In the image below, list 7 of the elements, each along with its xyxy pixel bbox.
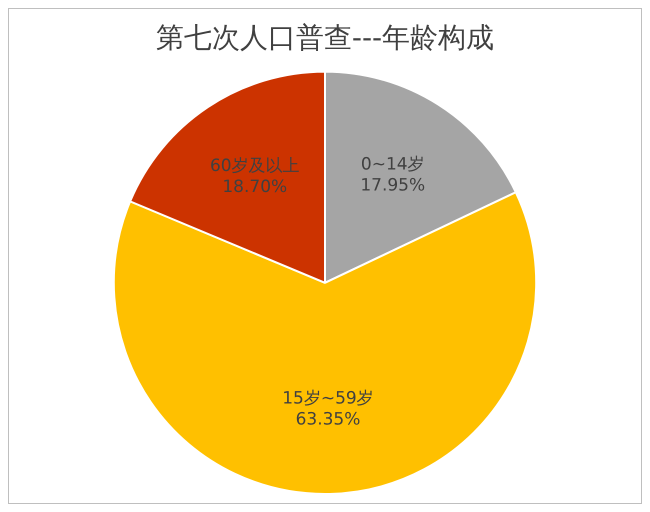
slice-label: 15岁~59岁 bbox=[282, 388, 374, 408]
data-label: 17.95% bbox=[360, 176, 426, 196]
data-label: 18.70% bbox=[222, 177, 288, 198]
slice-label: 0~14岁 bbox=[360, 154, 425, 175]
data-label: 63.35% bbox=[296, 409, 360, 430]
slice-label: 60岁及以上 bbox=[210, 156, 300, 176]
chart-title: 第七次人口普查---年龄构成 bbox=[156, 21, 494, 54]
